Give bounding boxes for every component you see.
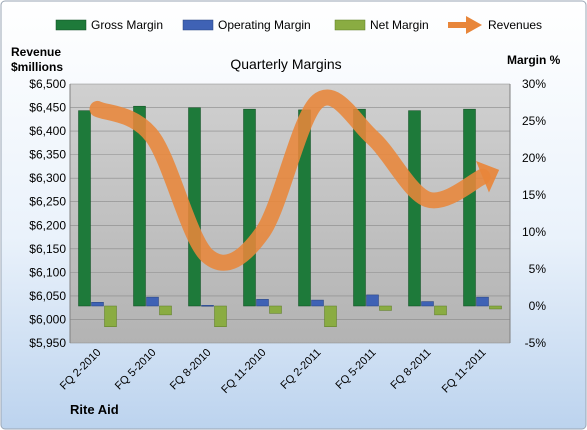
left-tick-label: $6,050	[29, 289, 66, 303]
bar-gross-margin	[133, 105, 146, 307]
left-tick-label: $6,200	[29, 218, 66, 232]
bar-operating-margin	[311, 299, 324, 307]
legend-item-net-margin: Net Margin	[334, 18, 429, 32]
bar-operating-margin	[201, 305, 214, 307]
left-axis-tick-labels: $5,950 $6,000 $6,050 $6,100 $6,150 $6,200 $6,2…	[29, 77, 66, 350]
legend-swatch-net-margin	[334, 19, 366, 31]
left-tick-label: $6,250	[29, 195, 66, 209]
bar-gross-margin	[243, 108, 256, 307]
bar-gross-margin	[463, 108, 476, 307]
bar-operating-margin	[146, 296, 159, 307]
bar-operating-margin	[256, 299, 269, 307]
bar-net-margin	[379, 305, 392, 311]
right-tick-label: 0%	[529, 299, 547, 313]
left-tick-label: $6,350	[29, 148, 66, 162]
bar-net-margin	[104, 305, 117, 327]
left-tick-label: $6,000	[29, 312, 66, 326]
right-axis-tick-labels: -5% 0% 5% 10% 15% 20% 25% 30%	[522, 77, 546, 350]
legend-label-operating-margin: Operating Margin	[218, 18, 311, 32]
bar-operating-margin	[476, 296, 489, 307]
right-tick-label: 20%	[522, 151, 546, 165]
right-axis-label: Margin %	[507, 53, 561, 67]
left-tick-label: $6,300	[29, 171, 66, 185]
left-tick-label: $6,150	[29, 242, 66, 256]
bar-net-margin	[214, 305, 227, 327]
bar-net-margin	[489, 305, 502, 310]
company-label: Rite Aid	[70, 402, 119, 417]
right-tick-label: 30%	[522, 77, 546, 91]
bar-net-margin	[159, 305, 172, 316]
chart-title: Quarterly Margins	[230, 56, 341, 72]
legend-swatch-revenues-arrowhead	[466, 16, 482, 34]
bars	[78, 105, 502, 327]
bar-gross-margin	[408, 110, 421, 307]
left-tick-label: $6,450	[29, 101, 66, 115]
bar-gross-margin	[78, 110, 91, 307]
legend-label-gross-margin: Gross Margin	[91, 18, 163, 32]
legend-label-net-margin: Net Margin	[370, 18, 429, 32]
left-tick-label: $6,500	[29, 77, 66, 91]
left-tick-label: $6,100	[29, 265, 66, 279]
legend-item-gross-margin: Gross Margin	[55, 18, 163, 32]
legend-swatch-operating-margin	[182, 19, 214, 31]
revenue-line-path	[89, 89, 491, 271]
legend-item-revenues: Revenues	[448, 16, 542, 34]
legend-item-operating-margin: Operating Margin	[182, 18, 311, 32]
revenue-line-arrowhead	[476, 161, 500, 193]
right-tick-label: 15%	[522, 188, 546, 202]
bar-gross-margin	[353, 108, 366, 307]
left-axis-label-line1: Revenue	[11, 45, 61, 59]
right-tick-label: 5%	[529, 262, 547, 276]
bar-operating-margin	[91, 302, 104, 307]
bar-operating-margin	[421, 301, 434, 307]
legend-swatch-gross-margin	[55, 19, 87, 31]
left-tick-label: $5,950	[29, 336, 66, 350]
right-tick-label: 10%	[522, 225, 546, 239]
bar-net-margin	[434, 305, 447, 316]
bar-net-margin	[269, 305, 282, 314]
legend: Gross Margin Operating Margin Net Margin…	[55, 16, 542, 34]
left-axis-label-line2: $millions	[11, 60, 63, 74]
legend-label-revenues: Revenues	[488, 18, 542, 32]
bar-net-margin	[324, 305, 337, 327]
bar-operating-margin	[366, 294, 379, 307]
left-tick-label: $6,400	[29, 124, 66, 138]
revenue-line	[89, 89, 500, 271]
right-tick-label: 25%	[522, 114, 546, 128]
right-tick-label: -5%	[525, 336, 547, 350]
